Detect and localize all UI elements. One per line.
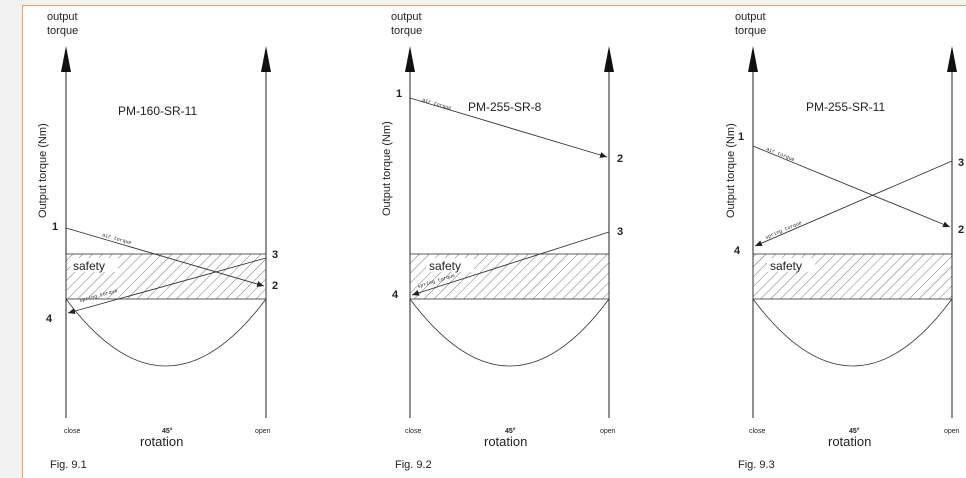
point-1-label: 1 bbox=[738, 131, 744, 143]
model-label: PM-255-SR-8 bbox=[468, 100, 542, 114]
torque-parabola bbox=[65, 298, 267, 367]
y-axis-label: Output torque (Nm) bbox=[725, 123, 737, 218]
tick-open: open bbox=[944, 428, 960, 435]
x-axis-label: rotation bbox=[828, 434, 871, 449]
model-label: PM-255-SR-11 bbox=[806, 100, 885, 114]
spring-torque-line bbox=[754, 160, 953, 247]
y-axis-label: Output torque (Nm) bbox=[37, 123, 49, 218]
tick-open: open bbox=[255, 428, 271, 435]
y-top-label-line2: torque bbox=[47, 25, 78, 37]
y-top-label-line2: torque bbox=[391, 25, 422, 37]
y-top-label-line1: output bbox=[47, 11, 78, 23]
air-torque-label: air torque bbox=[765, 146, 795, 163]
point-1-label: 1 bbox=[52, 221, 58, 233]
tick-close: close bbox=[749, 428, 765, 435]
y-top-label-line1: output bbox=[391, 11, 422, 23]
air-torque-line bbox=[65, 227, 265, 287]
tick-45: 45° bbox=[849, 427, 860, 435]
tick-45: 45° bbox=[162, 427, 173, 435]
air-torque-line bbox=[752, 145, 951, 228]
figure-caption: Fig. 9.2 bbox=[395, 459, 432, 471]
document-sheet bbox=[22, 5, 966, 478]
x-axis-label: rotation bbox=[140, 434, 183, 449]
safety-label-bg bbox=[767, 258, 815, 272]
left-axis-arrow-icon bbox=[748, 46, 758, 72]
model-label: PM-160-SR-11 bbox=[118, 104, 197, 118]
x-axis-label: rotation bbox=[484, 434, 527, 449]
y-top-label-line2: torque bbox=[735, 25, 766, 37]
point-3-label: 3 bbox=[272, 249, 278, 261]
right-axis-arrow-icon bbox=[947, 46, 957, 72]
figure-9-1: output torque Output torque (Nm) PM-160-… bbox=[37, 11, 278, 471]
point-1-label: 1 bbox=[396, 88, 402, 100]
figure-caption: Fig. 9.1 bbox=[50, 459, 87, 471]
point-3-label: 3 bbox=[617, 226, 623, 238]
point-2-label: 2 bbox=[617, 153, 623, 165]
point-2-label: 2 bbox=[272, 280, 278, 292]
left-axis-arrow-icon bbox=[61, 46, 71, 72]
tick-close: close bbox=[64, 428, 80, 435]
torque-parabola bbox=[752, 298, 953, 367]
safety-label: safety bbox=[73, 259, 105, 273]
point-2-label: 2 bbox=[958, 224, 964, 236]
safety-label: safety bbox=[429, 259, 461, 273]
figure-9-3: output torque Output torque (Nm) PM-255-… bbox=[725, 11, 964, 471]
point-4-label: 4 bbox=[392, 289, 399, 301]
spring-torque-label: spring torque bbox=[764, 220, 802, 241]
right-axis-arrow-icon bbox=[604, 46, 614, 72]
spring-torque-line bbox=[67, 257, 267, 315]
point-4-label: 4 bbox=[46, 313, 53, 325]
figure-9-2: output torque Output torque (Nm) PM-255-… bbox=[381, 11, 623, 471]
tick-45: 45° bbox=[505, 427, 516, 435]
spring-torque-line bbox=[411, 231, 610, 296]
y-axis-label: Output torque (Nm) bbox=[381, 121, 393, 216]
tick-close: close bbox=[405, 428, 421, 435]
right-axis-arrow-icon bbox=[261, 46, 271, 72]
y-top-label-line1: output bbox=[735, 11, 766, 23]
air-torque-label: air torque bbox=[421, 97, 451, 112]
air-torque-label: air torque bbox=[101, 232, 132, 246]
torque-parabola bbox=[409, 298, 610, 367]
safety-label-bg bbox=[426, 258, 474, 272]
safety-label: safety bbox=[770, 259, 802, 273]
left-axis-arrow-icon bbox=[405, 46, 415, 72]
figure-caption: Fig. 9.3 bbox=[738, 459, 775, 471]
point-3-label: 3 bbox=[958, 157, 964, 169]
air-torque-line bbox=[409, 97, 608, 158]
safety-label-bg bbox=[70, 258, 118, 272]
tick-open: open bbox=[600, 428, 616, 435]
point-4-label: 4 bbox=[734, 245, 741, 257]
